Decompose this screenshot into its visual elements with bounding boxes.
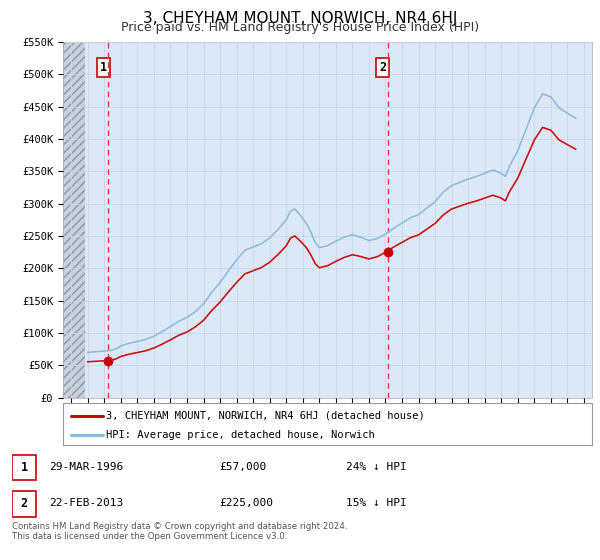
- Bar: [63, 42, 85, 398]
- FancyBboxPatch shape: [12, 492, 36, 516]
- Text: 22-FEB-2013: 22-FEB-2013: [49, 498, 124, 508]
- Text: 3, CHEYHAM MOUNT, NORWICH, NR4 6HJ (detached house): 3, CHEYHAM MOUNT, NORWICH, NR4 6HJ (deta…: [106, 411, 425, 421]
- Text: 15% ↓ HPI: 15% ↓ HPI: [346, 498, 407, 508]
- Bar: [63, 42, 85, 398]
- Text: 1: 1: [20, 460, 28, 474]
- Text: HPI: Average price, detached house, Norwich: HPI: Average price, detached house, Norw…: [106, 430, 375, 440]
- Text: 1: 1: [100, 62, 107, 74]
- Text: 2: 2: [379, 62, 386, 74]
- Text: Contains HM Land Registry data © Crown copyright and database right 2024.
This d: Contains HM Land Registry data © Crown c…: [12, 522, 347, 542]
- Text: Price paid vs. HM Land Registry's House Price Index (HPI): Price paid vs. HM Land Registry's House …: [121, 21, 479, 34]
- FancyBboxPatch shape: [63, 403, 592, 445]
- Text: £57,000: £57,000: [220, 462, 266, 472]
- FancyBboxPatch shape: [12, 455, 36, 480]
- Text: 2: 2: [20, 497, 28, 510]
- Text: 29-MAR-1996: 29-MAR-1996: [49, 462, 124, 472]
- Text: 3, CHEYHAM MOUNT, NORWICH, NR4 6HJ: 3, CHEYHAM MOUNT, NORWICH, NR4 6HJ: [143, 11, 457, 26]
- Text: £225,000: £225,000: [220, 498, 274, 508]
- Text: 24% ↓ HPI: 24% ↓ HPI: [346, 462, 407, 472]
